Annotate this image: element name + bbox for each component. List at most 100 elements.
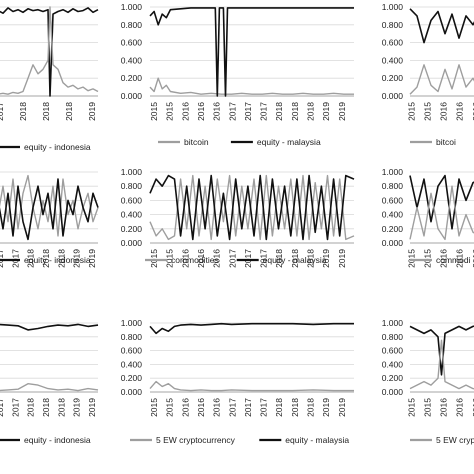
chart-panel-row2-right: 0.000 0.200 0.400 0.600 0.800 1.000 2015 2015 20… <box>382 167 474 268</box>
x-tick-label: 2018 <box>56 249 66 268</box>
x-tick-label: 2017 <box>259 249 269 268</box>
x-tick-label: 2018 <box>18 102 28 121</box>
x-tick-label: 2016 <box>196 249 206 268</box>
chart-panel-row3-left: 2017 2017 2018 2018 2018 2019 2019 equity - ind… <box>0 322 99 445</box>
x-tick-label: 2016 <box>439 249 449 268</box>
chart-panel-row3-mid: 0.000 0.200 0.400 0.600 0.800 1.000 2015 2015 20… <box>121 318 354 445</box>
x-tick-label: 2019 <box>321 102 331 121</box>
series-line-equity-indonesia <box>0 7 99 97</box>
series-line-unlabeled <box>409 174 474 230</box>
x-tick-label: 2016 <box>196 398 206 417</box>
x-tick-label: 2019 <box>87 398 97 417</box>
y-tick-label: 0.600 <box>382 195 404 205</box>
x-tick-label: 2015 <box>406 249 416 268</box>
x-tick-label: 2017 <box>243 398 253 417</box>
y-tick-label: 0.800 <box>121 181 143 191</box>
x-tick-label: 2016 <box>471 102 474 121</box>
x-tick-label: 2017 <box>259 102 269 121</box>
x-tick-label: 2018 <box>305 249 315 268</box>
y-tick-label: 0.000 <box>382 387 404 397</box>
legend-label: commodi <box>436 255 471 265</box>
y-tick-label: 1.000 <box>121 167 143 177</box>
y-tick-label: 1.000 <box>382 318 404 328</box>
legend-label: bitcoin <box>184 137 209 147</box>
x-tick-label: 2018 <box>305 398 315 417</box>
y-tick-label: 0.200 <box>121 224 143 234</box>
x-tick-label: 2018 <box>290 249 300 268</box>
y-tick-label: 0.600 <box>382 346 404 356</box>
y-tick-label: 0.600 <box>121 38 143 48</box>
series-line-unlabeled <box>409 8 474 44</box>
y-tick-label: 0.600 <box>121 346 143 356</box>
x-tick-label: 2015 <box>423 398 433 417</box>
y-tick-label: 0.200 <box>382 224 404 234</box>
x-tick-label: 2016 <box>455 102 465 121</box>
legend-label: equity - indonesia <box>24 255 91 265</box>
x-tick-label: 2017 <box>0 102 5 121</box>
x-tick-label: 2016 <box>212 398 222 417</box>
x-tick-label: 2017 <box>243 102 253 121</box>
x-tick-label: 2019 <box>72 249 82 268</box>
series-line-equity-indonesia <box>0 323 99 331</box>
y-tick-label: 0.600 <box>382 38 404 48</box>
series-line-unlabeled <box>0 6 99 95</box>
chart-panel-row3-right: 0.000 0.200 0.400 0.600 0.800 1.000 2015 2015 20… <box>382 318 474 445</box>
x-tick-label: 2015 <box>406 398 416 417</box>
x-tick-label: 2019 <box>337 398 347 417</box>
x-tick-label: 2017 <box>243 249 253 268</box>
y-tick-label: 0.000 <box>382 91 404 101</box>
series-line-commodi <box>409 185 474 241</box>
series-line-unlabeled <box>0 383 99 392</box>
chart-panel-row2-mid: 0.000 0.200 0.400 0.600 0.800 1.000 2015 2015 20… <box>121 167 355 268</box>
x-tick-label: 2016 <box>180 102 190 121</box>
y-tick-label: 0.800 <box>382 20 404 30</box>
y-tick-label: 1.000 <box>382 2 404 12</box>
y-tick-label: 0.400 <box>382 55 404 65</box>
y-tick-label: 0.200 <box>382 373 404 383</box>
x-tick-label: 2015 <box>406 102 416 121</box>
x-tick-label: 2018 <box>41 249 51 268</box>
x-tick-label: 2018 <box>274 249 284 268</box>
x-tick-label: 2016 <box>455 249 465 268</box>
chart-panel-row1-left: 2017 2018 2018 2018 2019 equity - indonesia <box>0 6 99 152</box>
series-line-equity-malaysia <box>149 174 355 241</box>
y-tick-label: 0.800 <box>382 332 404 342</box>
x-tick-label: 2017 <box>10 398 20 417</box>
x-tick-label: 2015 <box>165 249 175 268</box>
x-tick-label: 2016 <box>471 249 474 268</box>
x-tick-label: 2018 <box>290 398 300 417</box>
x-tick-label: 2019 <box>321 249 331 268</box>
x-tick-label: 2018 <box>274 102 284 121</box>
x-tick-label: 2017 <box>227 249 237 268</box>
x-tick-label: 2016 <box>439 102 449 121</box>
y-tick-label: 0.000 <box>121 387 143 397</box>
legend-label: equity - malaysia <box>285 435 349 445</box>
legend-label: 5 EW cryptocurrency <box>156 435 236 445</box>
x-tick-label: 2019 <box>87 102 97 121</box>
x-tick-label: 2018 <box>274 398 284 417</box>
y-tick-label: 0.000 <box>121 238 143 248</box>
x-tick-label: 2019 <box>337 102 347 121</box>
x-tick-label: 2017 <box>227 398 237 417</box>
legend-label: bitcoi <box>436 137 456 147</box>
series-line-bitcoin <box>149 77 354 95</box>
y-tick-label: 1.000 <box>121 318 143 328</box>
x-tick-label: 2015 <box>149 102 159 121</box>
x-tick-label: 2016 <box>212 249 222 268</box>
x-tick-label: 2017 <box>10 249 20 268</box>
y-tick-label: 0.000 <box>382 238 404 248</box>
x-tick-label: 2016 <box>212 102 222 121</box>
series-line-equity-malaysia <box>149 322 354 335</box>
series-line-unlabeled <box>0 174 99 237</box>
x-tick-label: 2019 <box>87 249 97 268</box>
x-tick-label: 2018 <box>290 102 300 121</box>
y-tick-label: 0.400 <box>382 359 404 369</box>
series-line-bitcoi <box>409 64 474 95</box>
x-tick-label: 2015 <box>423 102 433 121</box>
y-tick-label: 0.200 <box>382 73 404 83</box>
legend-label: equity - malaysia <box>263 255 327 265</box>
y-tick-label: 0.400 <box>121 210 143 220</box>
x-tick-label: 2016 <box>455 398 465 417</box>
